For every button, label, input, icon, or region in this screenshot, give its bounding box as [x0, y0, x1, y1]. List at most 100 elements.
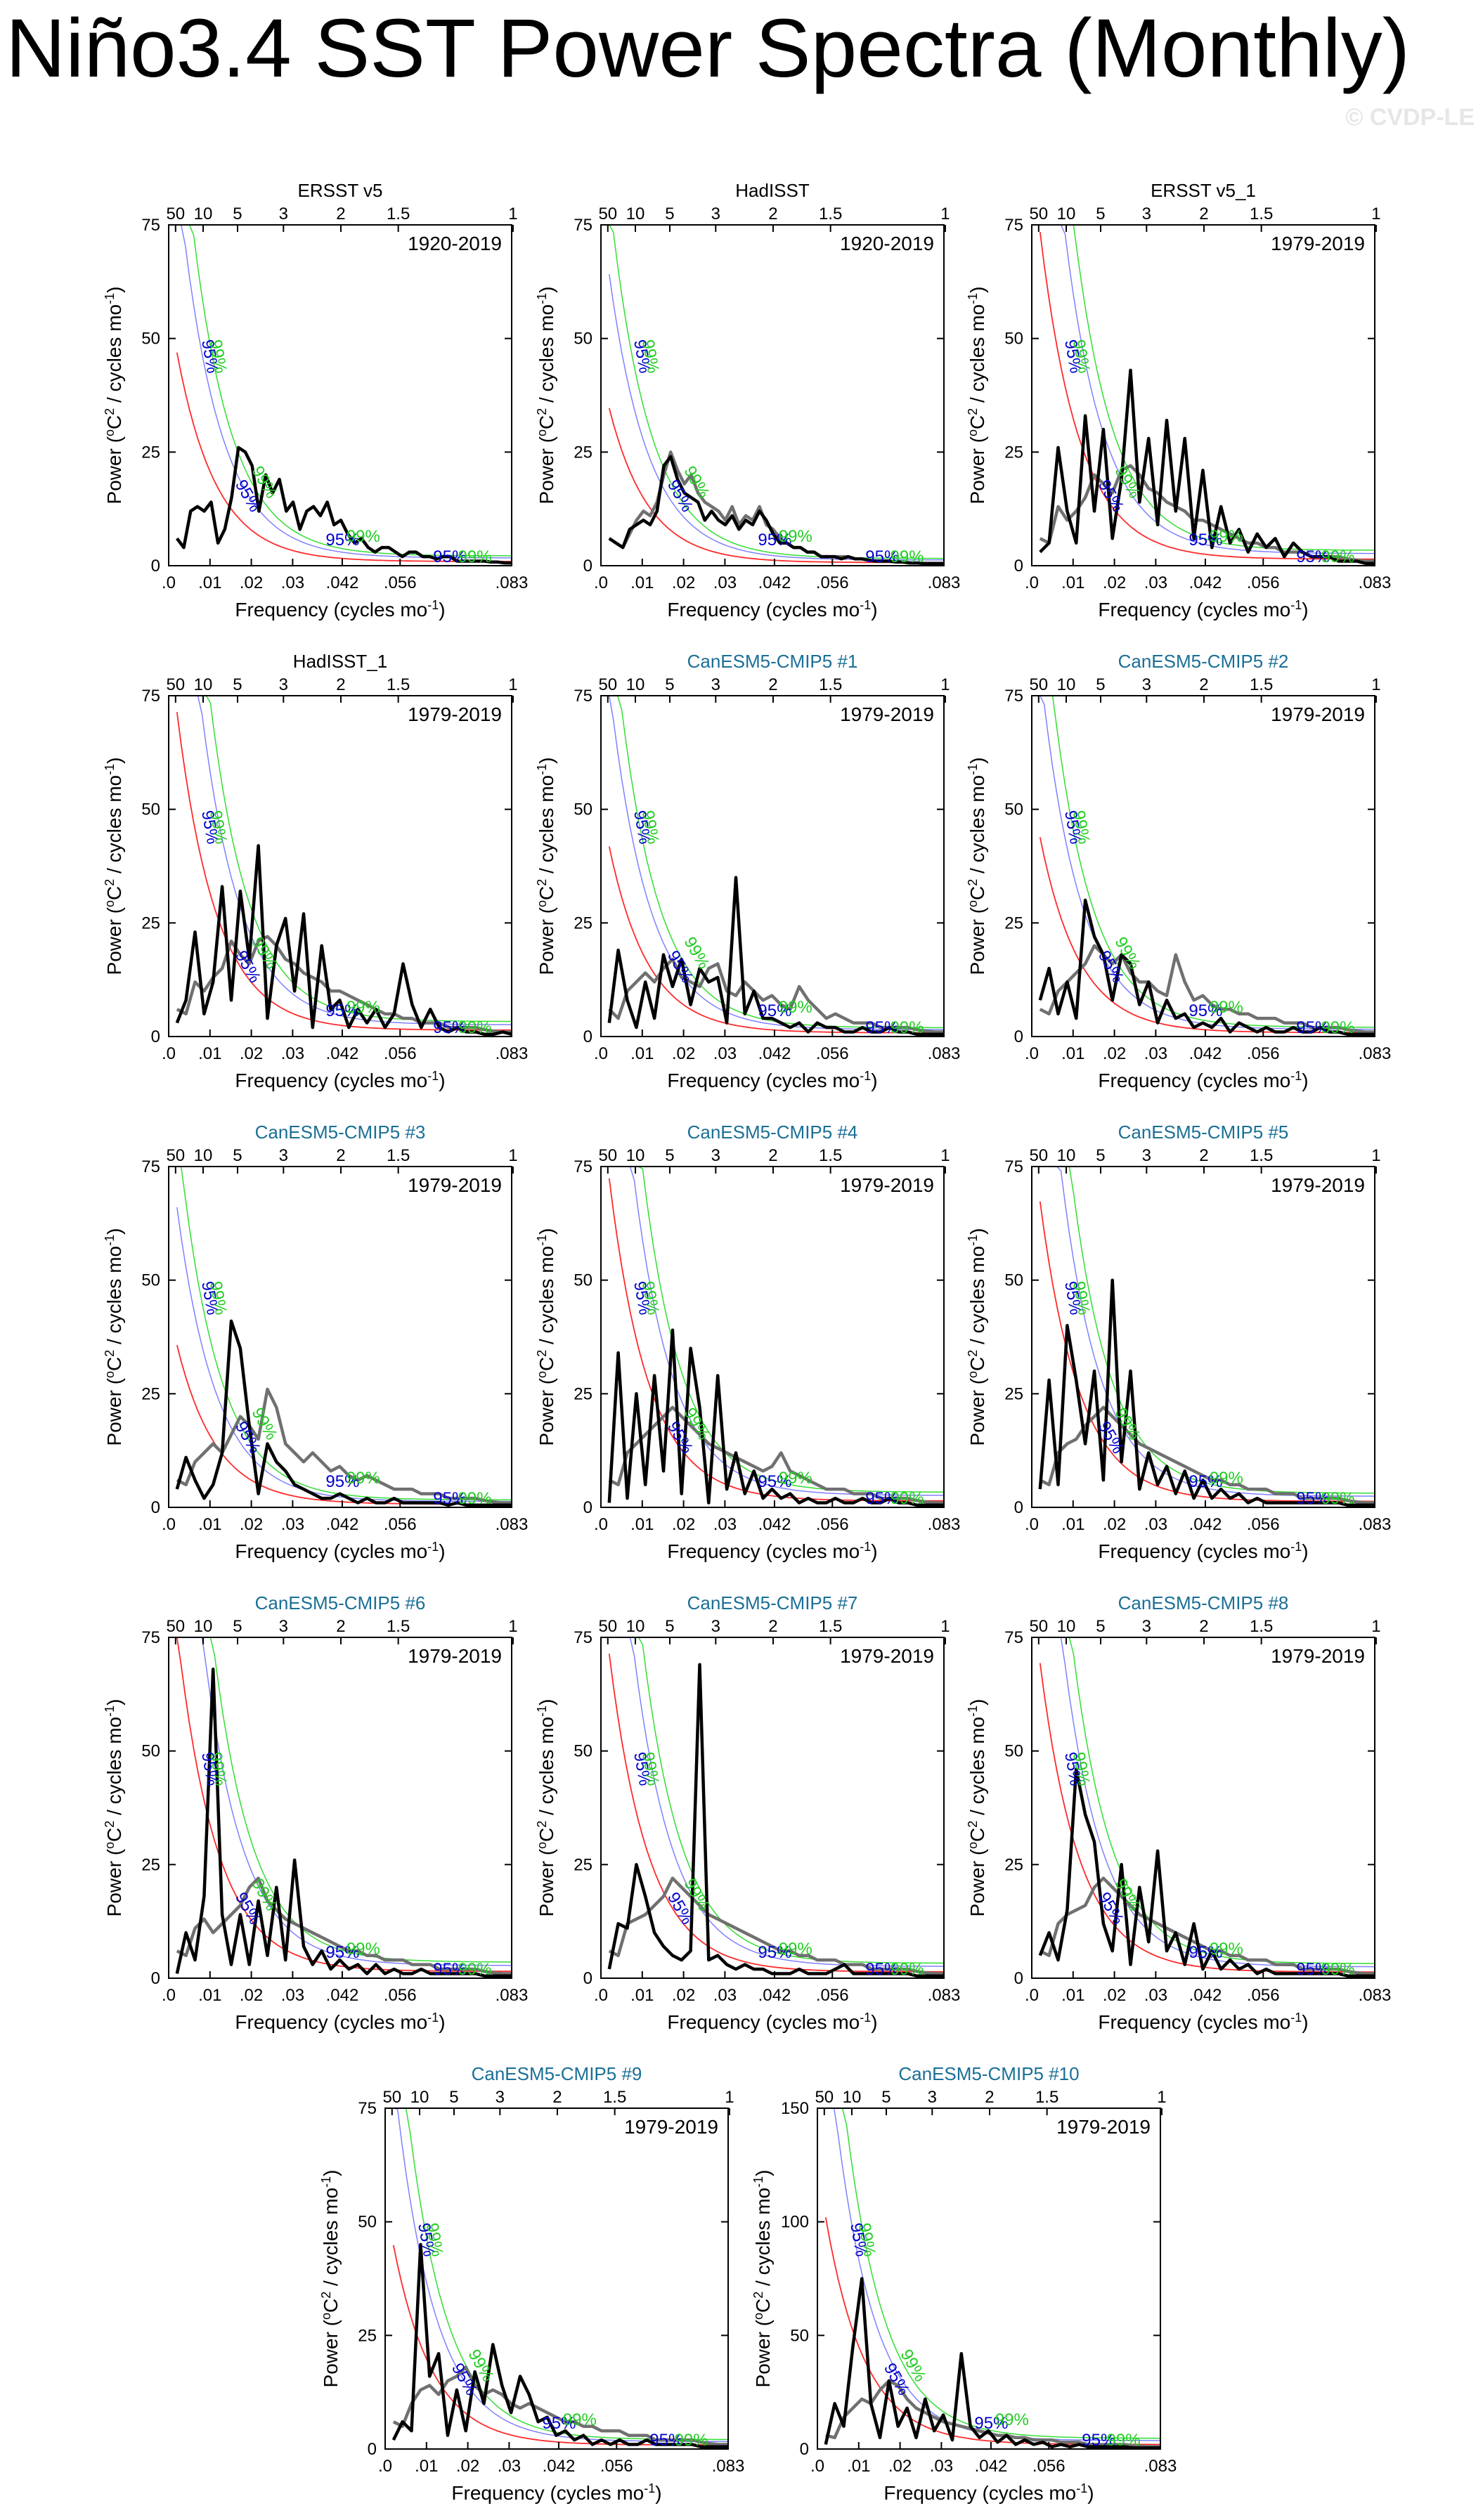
period-tick-label: 10: [410, 2088, 429, 2107]
x-tick-label: .02: [888, 2457, 912, 2476]
y-tick-label: 25: [141, 443, 160, 462]
period-tick-label: 2: [336, 204, 345, 223]
plot-area: [1038, 1637, 1375, 1978]
plot-frame: [600, 1166, 945, 1508]
y-tick-label: 0: [151, 1027, 160, 1046]
conf95-label: 95%: [1189, 1001, 1222, 1020]
x-tick-label: .056: [384, 1986, 417, 2005]
period-tick-label: 1: [508, 1617, 517, 1636]
x-tick-label: .083: [928, 1986, 961, 2005]
y-tick-label: 25: [141, 1855, 160, 1874]
x-tick-label: .056: [1247, 1515, 1280, 1534]
plot-area: [1038, 1167, 1375, 1507]
plot-frame: [168, 695, 512, 1037]
period-tick-label: 10: [626, 204, 645, 223]
plot-area: [175, 696, 512, 1037]
y-axis-label: Power (oC2 / cycles mo-1): [103, 1699, 125, 1917]
conf95-label: 95%: [325, 531, 359, 550]
conf99-label: 99%: [1210, 1469, 1243, 1488]
period-label: 1979-2019: [624, 2116, 718, 2138]
conf95-label: 95%: [758, 1001, 791, 1020]
period-tick-label: 1: [940, 1146, 950, 1165]
period-tick-label: 1.5: [819, 675, 842, 694]
spectrum-panel: 95%99%95%99%95%99%95%99%.0.01.02.03.042.…: [535, 651, 960, 1091]
period-tick-label: 50: [598, 1146, 617, 1165]
conf99-curve: [176, 225, 512, 557]
period-tick-label: 10: [194, 204, 213, 223]
period-tick-label: 5: [1096, 204, 1105, 223]
conf99-label: 99%: [891, 1960, 924, 1979]
x-tick-label: .056: [600, 2457, 633, 2476]
period-tick-label: 1.5: [819, 1146, 842, 1165]
x-tick-label: .03: [1144, 1986, 1167, 2005]
period-tick-label: 50: [166, 204, 185, 223]
conf95-curve: [176, 1207, 512, 1502]
x-tick-label: .01: [198, 1515, 221, 1534]
y-tick-label: 0: [368, 2440, 377, 2459]
x-tick-label: .01: [630, 1515, 654, 1534]
conf95-label: 95%: [1189, 1943, 1222, 1962]
period-tick-label: 50: [166, 675, 185, 694]
spectrum-line: [1038, 898, 1375, 1037]
spectrum-line: [175, 844, 512, 1037]
y-tick-label: 25: [574, 914, 592, 933]
panel-title: CanESM5-CMIP5 #10: [898, 2063, 1079, 2084]
conf95-label: 95%: [1189, 531, 1222, 550]
conf99-label: 99%: [347, 527, 380, 546]
x-axis-label: Frequency (cycles mo-1): [1098, 2011, 1308, 2033]
period-label: 1979-2019: [1271, 703, 1365, 725]
y-tick-label: 0: [1014, 557, 1023, 576]
conf95-label: 95%: [758, 1943, 791, 1962]
x-tick-label: .056: [1247, 573, 1280, 592]
x-tick-label: .0: [1025, 1986, 1039, 2005]
y-tick-label: 50: [141, 800, 160, 819]
conf95-curve: [176, 1637, 512, 1966]
period-tick-label: 2: [336, 1146, 345, 1165]
period-tick-label: 10: [1057, 204, 1076, 223]
y-tick-label: 25: [141, 1384, 160, 1403]
period-tick-label: 1.5: [1250, 204, 1273, 223]
period-tick-label: 10: [1057, 1146, 1076, 1165]
x-tick-label: .056: [1247, 1044, 1280, 1063]
y-axis-label: Power (oC2 / cycles mo-1): [966, 1699, 988, 1917]
period-tick-label: 3: [1142, 1617, 1151, 1636]
plot-area: [1039, 225, 1375, 566]
conf99-curve: [176, 696, 512, 1022]
y-tick-label: 0: [800, 2440, 809, 2459]
y-axis-label: Power (oC2 / cycles mo-1): [966, 758, 988, 975]
plot-area: [608, 225, 944, 566]
x-tick-label: .02: [240, 1044, 263, 1063]
x-tick-label: .02: [1103, 1986, 1126, 2005]
conf99-curve: [609, 1637, 944, 1964]
spectrum-line: [608, 455, 944, 566]
plot-area: [1038, 696, 1375, 1037]
x-tick-label: .056: [816, 573, 849, 592]
x-tick-label: .042: [758, 1044, 791, 1063]
conf99-label: 99%: [675, 2431, 708, 2450]
spectrum-line: [824, 2277, 1160, 2449]
x-tick-label: .083: [496, 1515, 529, 1534]
spectrum-panel: 95%99%95%99%95%99%95%99%.0.01.02.03.042.…: [966, 1122, 1391, 1562]
conf99-label: 99%: [458, 547, 492, 566]
conf95-label: 95%: [1296, 547, 1330, 566]
conf99-label: 99%: [1210, 527, 1243, 546]
obs-spectrum-line: [392, 2365, 728, 2446]
x-tick-label: .01: [198, 1044, 221, 1063]
conf95-label: 95%: [325, 1001, 359, 1020]
period-tick-label: 3: [928, 2088, 937, 2107]
y-tick-label: 75: [574, 687, 592, 706]
panel-title: ERSST v5: [298, 180, 383, 201]
conf99-label: 99%: [347, 998, 380, 1017]
period-tick-label: 2: [985, 2088, 994, 2107]
conf99-label: 99%: [458, 1018, 492, 1037]
y-axis-label: Power (oC2 / cycles mo-1): [103, 758, 125, 975]
period-tick-label: 50: [166, 1146, 185, 1165]
conf99-curve: [825, 2108, 1160, 2439]
x-tick-label: .042: [758, 1515, 791, 1534]
y-tick-label: 0: [1014, 1498, 1023, 1517]
period-tick-label: 3: [279, 204, 288, 223]
plot-frame: [1031, 695, 1375, 1037]
panel-title: CanESM5-CMIP5 #1: [687, 651, 858, 672]
x-tick-label: .03: [930, 2457, 953, 2476]
x-tick-label: .042: [1189, 573, 1222, 592]
